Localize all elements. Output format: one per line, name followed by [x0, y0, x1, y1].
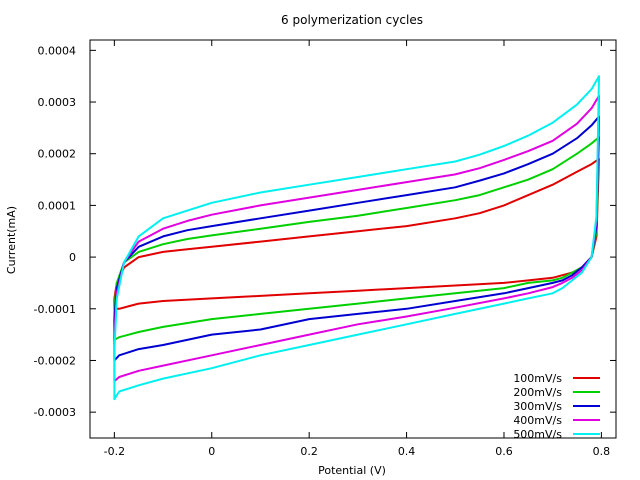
x-tick-label: 0.6: [495, 445, 513, 458]
legend-entry-label: 200mV/s: [513, 386, 562, 399]
x-tick-label: 0.8: [593, 445, 611, 458]
y-tick-label: -0.0002: [34, 354, 76, 367]
plot-lines: [113, 75, 600, 401]
y-tick-label: 0: [69, 251, 76, 264]
y-axis: -0.0003 -0.0002 -0.0001 0 0.0001 0.0002 0.0003…: [34, 44, 616, 419]
series-line-200mv-s: [113, 136, 600, 341]
x-tick-label: -0.2: [104, 445, 125, 458]
y-tick-label: 0.0003: [38, 96, 77, 109]
y-axis-label: Current(mA): [5, 206, 18, 274]
y-tick-label: -0.0001: [34, 303, 76, 316]
x-tick-label: 0.4: [398, 445, 416, 458]
x-tick-label: 0.2: [300, 445, 318, 458]
legend-entry-label: 500mV/s: [513, 428, 562, 441]
legend-entry-label: 300mV/s: [513, 400, 562, 413]
y-tick-label: 0.0004: [38, 44, 77, 57]
legend-entry-label: 100mV/s: [513, 372, 562, 385]
y-tick-label: 0.0001: [38, 199, 77, 212]
x-axis-label: Potential (V): [318, 464, 386, 477]
y-tick-label: -0.0003: [34, 406, 76, 419]
legend-entry-label: 400mV/s: [513, 414, 562, 427]
chart-title: 6 polymerization cycles: [281, 13, 423, 27]
x-tick-label: 0: [208, 445, 215, 458]
plot-frame: [89, 39, 617, 439]
series-line-500mv-s: [113, 75, 600, 401]
series-line-100mv-s: [113, 157, 600, 310]
x-axis: -0.2 0 0.2 0.4 0.6 0.8: [104, 40, 611, 458]
y-tick-label: 0.0002: [38, 148, 77, 161]
